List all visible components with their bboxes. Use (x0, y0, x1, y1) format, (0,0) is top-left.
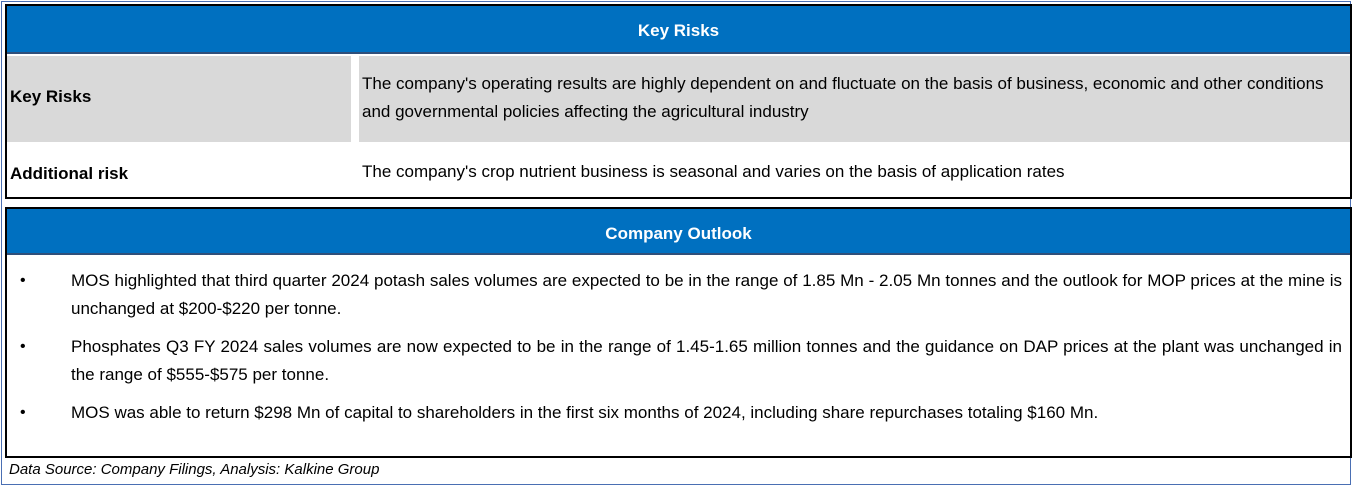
bullet-icon: • (20, 404, 26, 421)
row-value-cell: The company's crop nutrient business is … (359, 142, 1350, 197)
list-item: • MOS highlighted that third quarter 202… (7, 267, 1350, 323)
company-outlook-panel: Company Outlook • MOS highlighted that t… (5, 207, 1352, 458)
table-row: Additional risk The company's crop nutri… (7, 142, 1350, 197)
company-outlook-header: Company Outlook (7, 209, 1350, 255)
data-source-note: Data Source: Company Filings, Analysis: … (9, 461, 380, 478)
bullet-text: MOS was able to return $298 Mn of capita… (71, 403, 1099, 422)
bullet-text: Phosphates Q3 FY 2024 sales volumes are … (71, 337, 1342, 384)
list-item: • MOS was able to return $298 Mn of capi… (7, 399, 1350, 427)
list-item: • Phosphates Q3 FY 2024 sales volumes ar… (7, 333, 1350, 389)
row-label: Additional risk (10, 164, 129, 183)
bullet-icon: • (20, 272, 26, 289)
table-row: Key Risks The company's operating result… (7, 56, 1350, 142)
row-label-cell: Additional risk (7, 142, 351, 197)
key-risks-table: Key Risks Key Risks The company's operat… (5, 4, 1352, 199)
row-label-cell: Key Risks (7, 56, 351, 142)
bullet-icon: • (20, 338, 26, 355)
row-value-cell: The company's operating results are high… (359, 56, 1350, 142)
bullet-text: MOS highlighted that third quarter 2024 … (71, 271, 1342, 318)
outlook-bullet-list: • MOS highlighted that third quarter 202… (7, 257, 1350, 427)
row-text: The company's operating results are high… (362, 74, 1324, 121)
key-risks-header: Key Risks (7, 6, 1350, 54)
row-text: The company's crop nutrient business is … (362, 162, 1065, 181)
row-label: Key Risks (10, 87, 92, 106)
